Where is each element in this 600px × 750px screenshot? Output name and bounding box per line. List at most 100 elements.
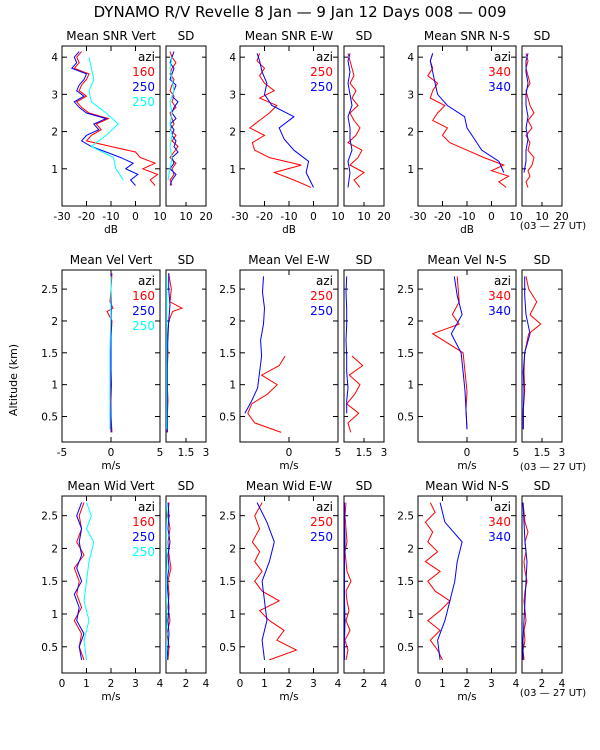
sd-series-line-250-0 [344,502,352,661]
panel-title: Mean Vel E-W [248,253,330,267]
ut-note-row3: (03 — 27 UT) [520,688,586,699]
x-tick-label: 3 [132,678,139,690]
legend-entry-340-1: 340 [488,80,511,94]
legend-title: azi [494,50,511,64]
x-tick-label: 10 [509,211,522,223]
sd-series-line-250-0 [345,355,364,433]
sd-x-tick-label: 10 [535,211,548,223]
y-tick-label: 1.5 [219,576,236,588]
legend-title: azi [494,274,511,288]
y-tick-label: 2 [229,543,236,555]
y-tick-label: 4 [407,52,414,64]
sd-x-tick-label: 20 [199,211,212,223]
y-tick-label: 2 [229,127,236,139]
y-tick-label: 0.5 [41,412,58,424]
series-line-250-2 [83,502,95,660]
sd-title: SD [178,253,195,267]
y-axis-label: Altitude (km) [7,344,20,416]
y-tick-label: 2.5 [219,511,236,523]
legend-entry-340-0: 340 [488,65,511,79]
x-tick-label: 0 [464,447,471,459]
sd-frame [343,269,385,443]
y-tick-label: 2 [51,127,58,139]
x-tick-label: 2 [108,678,115,690]
x-tick-label: -20 [256,211,273,223]
x-axis-label: m/s [279,691,298,703]
sd-x-tick-label: 3 [203,447,210,459]
sd-x-tick-label: 1.5 [356,447,373,459]
x-axis-label: dB [460,224,474,236]
legend-entry-340-1: 340 [488,530,511,544]
figure-title: DYNAMO R/V Revelle 8 Jan — 9 Jan 12 Days… [94,3,507,21]
y-tick-label: 2.5 [397,511,414,523]
y-tick-label: 2 [51,316,58,328]
legend-title: azi [494,500,511,514]
x-tick-label: 1 [261,678,268,690]
series-line-340-1 [437,502,463,660]
x-tick-label: -10 [102,211,119,223]
x-tick-label: 5 [513,447,520,459]
y-tick-label: 2 [229,316,236,328]
x-tick-label: -10 [280,211,297,223]
series-line-340-0 [431,276,468,430]
legend-entry-160-0: 160 [132,65,155,79]
x-tick-label: 2 [464,678,471,690]
sd-frame [521,45,563,207]
legend-entry-250-1: 250 [310,304,333,318]
panel-5: Mean Vel N-S SD0.511.522.50 5m/s1.5 3azi340… [397,253,565,472]
sd-frame [343,495,385,674]
y-tick-label: 3 [51,89,58,101]
sd-x-tick-label: 4 [381,678,388,690]
x-tick-label: 2 [286,678,293,690]
y-tick-label: 0.5 [397,412,414,424]
sd-title: SD [534,479,551,493]
y-tick-label: 2.5 [397,284,414,296]
sd-x-tick-label: 3 [381,447,388,459]
panel-4: Mean Vel E-W SD0.511.522.50 5m/s1.5 3azi250… [219,253,387,472]
y-tick-label: 1.5 [41,348,58,360]
y-tick-label: 2.5 [41,511,58,523]
legend-entry-250-0: 250 [310,515,333,529]
x-tick-label: 0 [310,211,317,223]
sd-x-tick-label: 20 [555,211,568,223]
sd-series-line-250-0 [347,53,365,188]
y-tick-label: 4 [51,52,58,64]
legend-entry-250-2: 250 [132,95,155,109]
y-tick-label: 2.5 [219,284,236,296]
sd-frame [165,495,207,674]
y-tick-label: 1.5 [219,348,236,360]
legend-title: azi [316,500,333,514]
legend-title: azi [316,274,333,288]
series-line-250-1 [256,53,314,188]
x-tick-label: -5 [57,447,67,459]
legend-entry-340-0: 340 [488,515,511,529]
sd-series-line-250-1 [166,273,171,433]
panel-title: Mean Wid E-W [246,479,332,493]
x-axis-label: m/s [279,460,298,472]
y-tick-label: 1 [229,164,236,176]
legend-entry-250-1: 250 [132,80,155,94]
sd-series-line-340-1 [523,53,529,173]
x-axis-label: m/s [457,460,476,472]
x-tick-label: 4 [513,678,520,690]
legend-title: azi [138,500,155,514]
sd-series-line-250-1 [347,53,353,188]
y-tick-label: 2 [407,543,414,555]
sd-frame [521,269,563,443]
y-tick-label: 1.5 [41,576,58,588]
sd-title: SD [534,29,551,43]
series-line-250-1 [256,502,275,660]
panel-title: Mean Wid N-S [425,479,509,493]
sd-x-tick-label: 2 [361,678,368,690]
legend-entry-250-1: 250 [132,304,155,318]
y-tick-label: 0.5 [41,642,58,654]
x-tick-label: -10 [458,211,475,223]
x-tick-label: 1 [83,678,90,690]
ut-note-row2: (03 — 27 UT) [520,462,586,473]
x-axis-label: m/s [101,691,120,703]
x-tick-label: 5 [335,447,342,459]
y-tick-label: 1 [407,164,414,176]
legend-entry-160-0: 160 [132,289,155,303]
x-tick-label: 10 [153,211,166,223]
